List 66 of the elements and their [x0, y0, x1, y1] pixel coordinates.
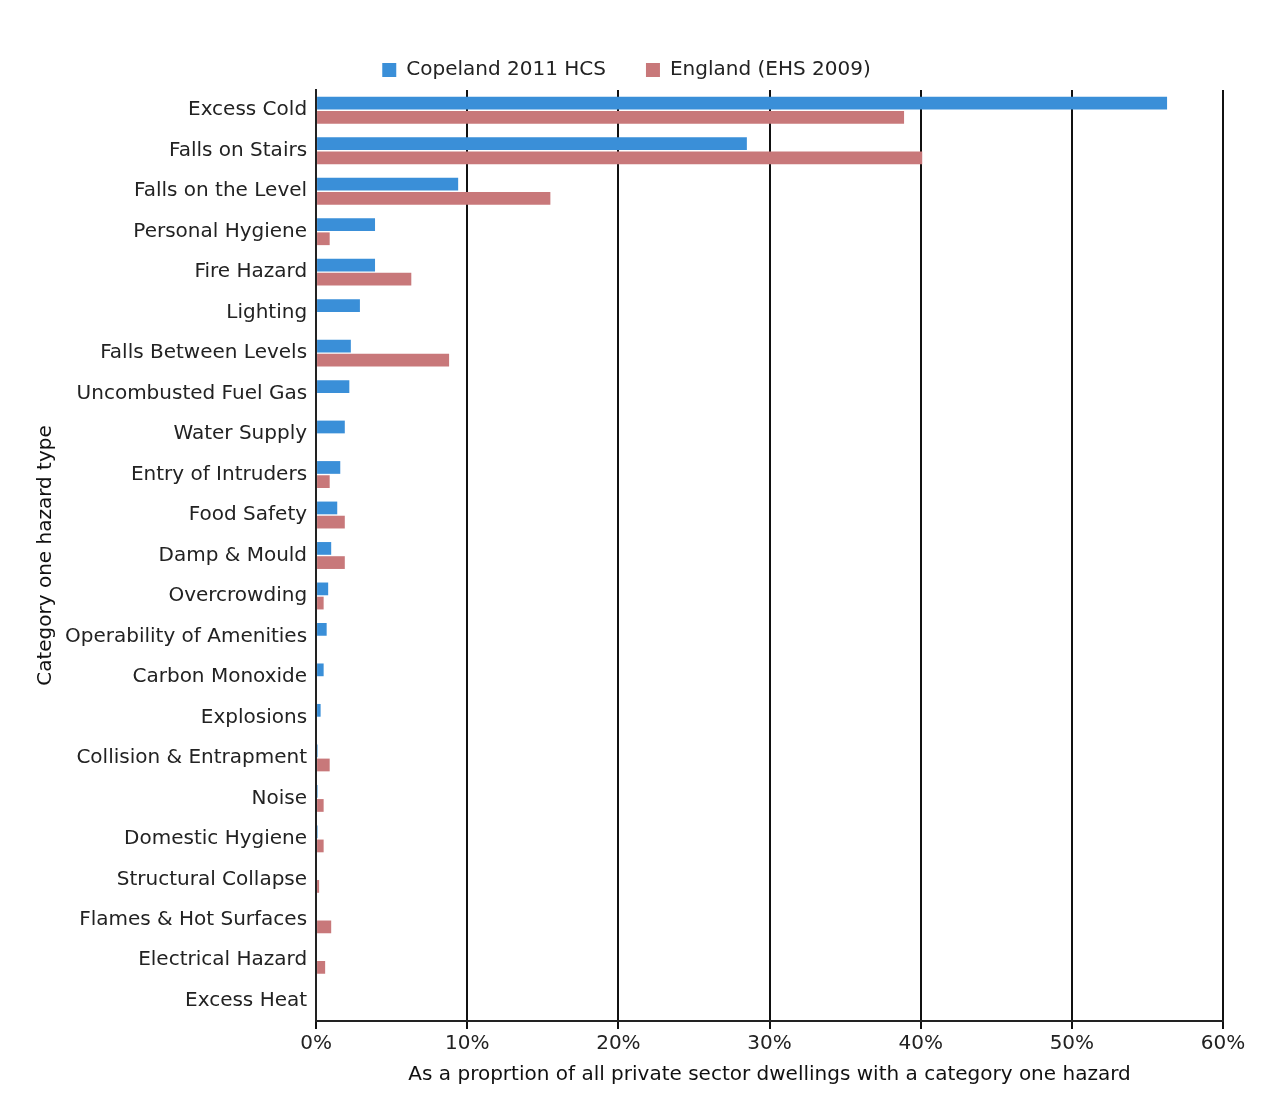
y-tick-label: Domestic Hygiene — [124, 825, 308, 850]
x-tick-label: 40% — [898, 1030, 943, 1055]
bar — [317, 353, 450, 367]
y-tick-label: Personal Hygiene — [133, 217, 308, 242]
y-tick-label: Falls on the Level — [134, 177, 308, 202]
bar — [317, 191, 551, 205]
x-tick-label: 20% — [596, 1030, 641, 1055]
bar — [317, 339, 351, 353]
bar — [317, 299, 360, 312]
bar — [317, 556, 345, 569]
bar — [317, 596, 324, 610]
legend-label: Copeland 2011 HCS — [406, 56, 606, 81]
legend-label: England (EHS 2009) — [669, 56, 871, 81]
bar — [317, 960, 326, 974]
y-tick-label: Lighting — [226, 298, 308, 323]
bar — [317, 703, 321, 717]
bar — [317, 258, 376, 272]
x-tick-label: 0% — [300, 1030, 332, 1055]
bar — [317, 420, 345, 434]
y-tick-label: Operability of Amenities — [64, 622, 308, 647]
bar — [317, 461, 341, 474]
y-tick-label: Excess Heat — [185, 986, 308, 1011]
y-tick-label: Carbon Monoxide — [132, 663, 308, 688]
bar — [317, 623, 327, 636]
bar — [317, 880, 320, 893]
y-tick-label: Flames & Hot Surfaces — [79, 906, 308, 931]
y-tick-label: Collision & Entrapment — [76, 744, 308, 769]
bar — [317, 475, 330, 488]
bar — [317, 272, 412, 286]
y-tick-label: Electrical Hazard — [138, 946, 308, 971]
bar — [317, 920, 332, 934]
x-tick-label: 60% — [1200, 1030, 1246, 1055]
y-tick-label: Uncombusted Fuel Gas — [76, 379, 308, 404]
bar — [317, 839, 324, 853]
y-tick-label: Falls Between Levels — [100, 339, 308, 364]
bar — [317, 515, 345, 529]
bar — [317, 799, 324, 812]
y-tick-label: Excess Cold — [188, 96, 308, 121]
bar — [317, 232, 330, 246]
bar — [317, 110, 905, 124]
bar — [317, 96, 1168, 110]
bar — [317, 501, 338, 515]
bar — [317, 151, 923, 165]
bar — [317, 137, 747, 151]
bar — [317, 177, 459, 191]
y-tick-label: Entry of Intruders — [130, 460, 308, 485]
y-tick-label: Structural Collapse — [116, 865, 308, 890]
y-tick-label: Damp & Mould — [158, 541, 308, 566]
y-tick-label: Falls on Stairs — [169, 136, 308, 161]
y-tick-label: Fire Hazard — [194, 258, 308, 283]
x-tick-label: 50% — [1049, 1030, 1095, 1055]
x-axis-title: As a proprtion of all private sector dwellings with a category one hazard — [408, 1061, 1131, 1086]
y-tick-label: Noise — [251, 784, 308, 809]
bar — [317, 758, 330, 772]
bar — [317, 380, 350, 393]
y-axis-title: Category one hazard type — [32, 425, 57, 686]
y-tick-label: Food Safety — [188, 501, 308, 526]
bar — [317, 542, 332, 555]
x-tick-label: 30% — [747, 1030, 792, 1055]
bar — [317, 582, 329, 596]
y-tick-label: Explosions — [200, 703, 308, 728]
bar — [317, 218, 376, 231]
bar — [317, 663, 324, 677]
y-tick-label: Water Supply — [173, 420, 308, 445]
y-tick-label: Overcrowding — [168, 582, 308, 607]
x-tick-label: 10% — [445, 1030, 490, 1055]
